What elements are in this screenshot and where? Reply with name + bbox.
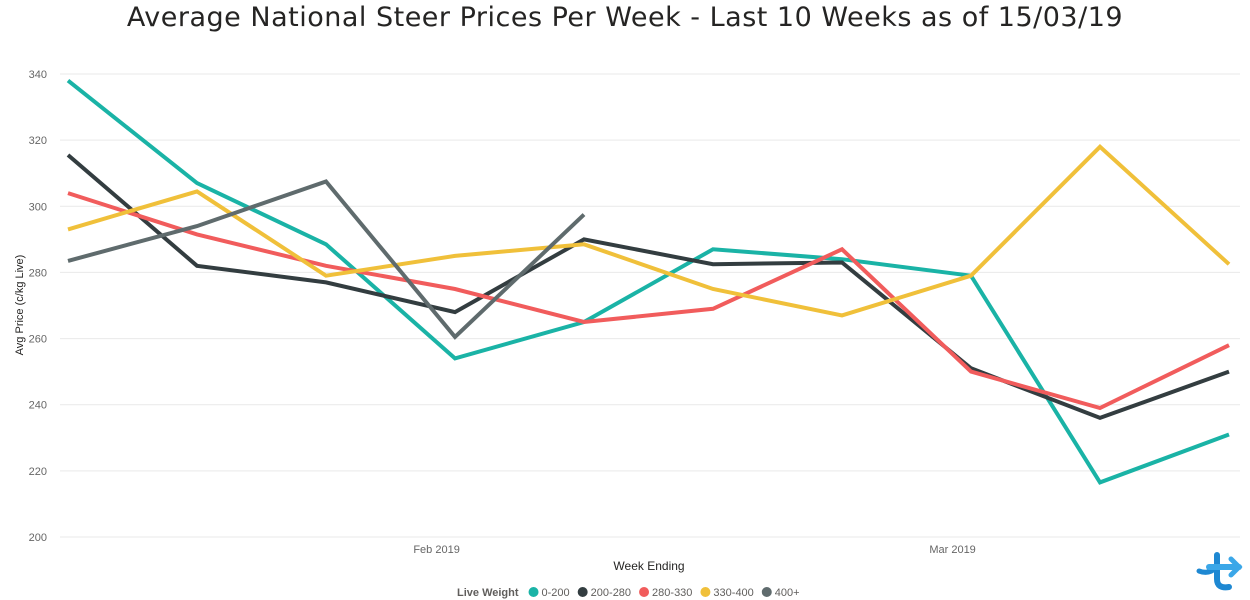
y-axis: 200 220 240 260 280 300 320 340 xyxy=(29,69,47,544)
legend-marker xyxy=(577,587,588,597)
series-line-280-330 xyxy=(67,191,1230,411)
y-tick-label: 320 xyxy=(29,135,47,147)
legend-marker xyxy=(528,587,539,597)
x-tick-label: Mar 2019 xyxy=(929,544,975,556)
legend-label: 400+ xyxy=(775,587,800,599)
series-line-400+ xyxy=(67,179,586,340)
y-tick-label: 200 xyxy=(29,532,47,544)
y-tick-label: 340 xyxy=(29,69,47,81)
legend-title: Live Weight xyxy=(457,587,519,599)
legend-label: 330-400 xyxy=(713,587,753,599)
legend: Live Weight 0-200 200-280 280-330 330-400 40… xyxy=(457,587,800,599)
y-tick-label: 240 xyxy=(29,400,47,412)
series-line-200-280 xyxy=(66,153,1230,421)
gridlines xyxy=(60,73,1240,538)
legend-marker xyxy=(761,587,772,597)
legend-marker xyxy=(639,587,650,597)
legend-label: 200-280 xyxy=(591,587,631,599)
y-axis-title: Avg Price (c/kg Live) xyxy=(14,255,26,356)
x-tick-label: Feb 2019 xyxy=(413,544,459,556)
legend-label: 0-200 xyxy=(542,587,570,599)
series-line-330-400 xyxy=(67,144,1231,318)
x-axis-title: Week Ending xyxy=(613,559,684,573)
y-tick-label: 300 xyxy=(29,201,47,213)
chart-title: Average National Steer Prices Per Week -… xyxy=(126,2,1124,33)
y-tick-label: 220 xyxy=(29,466,47,478)
y-tick-label: 280 xyxy=(29,267,47,279)
legend-marker xyxy=(700,587,711,597)
x-axis: Feb 2019 Mar 2019 xyxy=(413,544,975,556)
y-tick-label: 260 xyxy=(29,334,47,346)
series-line-0-200 xyxy=(66,79,1230,485)
legend-label: 280-330 xyxy=(652,587,692,599)
brand-logo xyxy=(1196,552,1243,591)
series-lines xyxy=(66,79,1231,485)
